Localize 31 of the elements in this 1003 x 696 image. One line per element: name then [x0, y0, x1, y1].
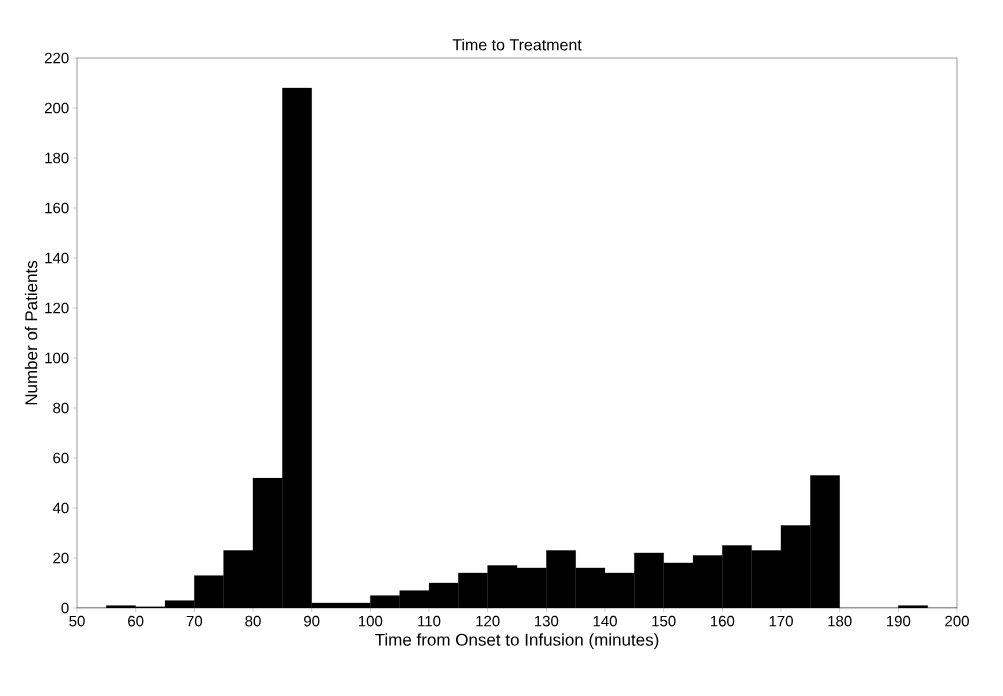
x-tick-label: 80	[245, 615, 261, 627]
y-axis-title: Number of Patients	[24, 260, 38, 405]
x-tick-label: 130	[534, 615, 559, 627]
y-tick-label: 160	[45, 202, 69, 214]
x-tick-label: 160	[710, 615, 735, 627]
x-tick-label: 60	[128, 615, 144, 627]
y-tick-label: 220	[44, 52, 69, 64]
x-axis-title: Time from Onset to Infusion (minutes)	[375, 633, 659, 650]
chart-title: Time to Treatment	[452, 38, 582, 51]
y-tick-label: 200	[44, 102, 69, 114]
x-tick-label: 190	[886, 615, 911, 627]
x-tick-label: 50	[69, 615, 85, 627]
y-tick-label: 100	[45, 352, 69, 364]
x-tick-label: 120	[476, 615, 500, 627]
y-tick-label: 120	[45, 302, 69, 314]
x-tick-label: 170	[769, 615, 793, 627]
x-tick-label: 110	[418, 615, 441, 627]
x-tick-label: 180	[828, 615, 852, 627]
y-tick-label: 0	[61, 602, 69, 614]
x-tick-label: 100	[358, 615, 383, 627]
y-tick-label: 40	[52, 502, 69, 514]
x-tick-label: 70	[186, 615, 203, 627]
y-tick-label: 140	[45, 252, 69, 264]
x-tick-label: 140	[593, 615, 617, 627]
y-tick-label: 20	[53, 552, 69, 564]
x-tick-label: 90	[304, 615, 320, 627]
x-tick-label: 200	[945, 615, 969, 627]
x-tick-label: 150	[652, 615, 676, 627]
y-tick-label: 80	[53, 402, 69, 414]
y-tick-label: 60	[53, 452, 69, 464]
y-tick-label: 180	[45, 152, 69, 164]
